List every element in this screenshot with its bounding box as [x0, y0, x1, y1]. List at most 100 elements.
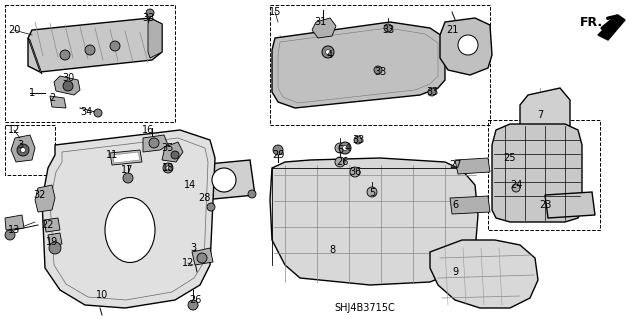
Text: 31: 31	[314, 17, 326, 27]
Circle shape	[248, 190, 256, 198]
Circle shape	[322, 46, 334, 58]
Polygon shape	[110, 150, 142, 165]
Text: 16: 16	[142, 125, 154, 135]
Text: 3: 3	[190, 243, 196, 253]
Circle shape	[212, 168, 236, 192]
Text: 33: 33	[142, 13, 154, 23]
Circle shape	[20, 147, 26, 152]
Polygon shape	[35, 185, 55, 212]
Circle shape	[5, 230, 15, 240]
Text: 15: 15	[269, 7, 281, 17]
Text: 4: 4	[327, 50, 333, 60]
Circle shape	[166, 166, 170, 170]
Text: 12: 12	[182, 258, 194, 268]
Polygon shape	[455, 158, 490, 174]
Polygon shape	[28, 38, 42, 74]
Text: 8: 8	[329, 245, 335, 255]
Text: 35: 35	[161, 143, 173, 153]
Text: 4: 4	[345, 143, 351, 153]
Polygon shape	[5, 215, 24, 230]
Text: 27: 27	[449, 160, 461, 170]
Circle shape	[60, 50, 70, 60]
Circle shape	[350, 167, 360, 177]
Text: 21: 21	[446, 25, 458, 35]
Circle shape	[326, 49, 330, 55]
Text: 32: 32	[34, 190, 46, 200]
Text: 9: 9	[452, 267, 458, 277]
Polygon shape	[272, 22, 445, 108]
Text: 33: 33	[352, 135, 364, 145]
Text: 17: 17	[121, 165, 133, 175]
Circle shape	[342, 145, 348, 151]
Circle shape	[339, 142, 351, 154]
Text: 33: 33	[382, 25, 394, 35]
Polygon shape	[198, 160, 255, 200]
Text: 18: 18	[162, 163, 174, 173]
Text: 34: 34	[80, 107, 92, 117]
Circle shape	[335, 157, 345, 167]
Circle shape	[207, 203, 215, 211]
Circle shape	[374, 66, 382, 74]
Polygon shape	[492, 124, 582, 222]
Circle shape	[458, 35, 478, 55]
Polygon shape	[28, 18, 162, 72]
Circle shape	[49, 242, 61, 254]
Circle shape	[367, 187, 377, 197]
Circle shape	[163, 163, 173, 173]
Text: 36: 36	[349, 167, 361, 177]
Circle shape	[17, 144, 29, 156]
Ellipse shape	[105, 197, 155, 263]
Text: 26: 26	[189, 295, 201, 305]
Circle shape	[171, 151, 179, 159]
Text: 5: 5	[337, 145, 343, 155]
Polygon shape	[143, 135, 168, 152]
Text: 22: 22	[42, 220, 54, 230]
Polygon shape	[11, 135, 35, 162]
Text: 12: 12	[8, 125, 20, 135]
Text: 11: 11	[106, 150, 118, 160]
Text: 7: 7	[537, 110, 543, 120]
Text: 6: 6	[452, 200, 458, 210]
Circle shape	[335, 143, 345, 153]
Polygon shape	[192, 248, 213, 265]
Circle shape	[94, 109, 102, 117]
Circle shape	[384, 24, 392, 32]
Polygon shape	[113, 152, 140, 163]
Polygon shape	[450, 196, 490, 214]
Text: 25: 25	[504, 153, 516, 163]
Text: 19: 19	[46, 237, 58, 247]
Circle shape	[512, 184, 520, 192]
Polygon shape	[50, 96, 66, 108]
Text: 2: 2	[49, 93, 55, 103]
Polygon shape	[430, 240, 538, 308]
Polygon shape	[545, 192, 595, 218]
Polygon shape	[520, 88, 570, 148]
Text: 5: 5	[369, 188, 375, 198]
Text: SHJ4B3715C: SHJ4B3715C	[335, 303, 396, 313]
Text: FR.: FR.	[580, 16, 603, 28]
Circle shape	[146, 9, 154, 17]
Text: 24: 24	[510, 180, 522, 190]
Circle shape	[428, 88, 436, 96]
Circle shape	[63, 81, 73, 91]
Text: 13: 13	[8, 225, 20, 235]
Polygon shape	[148, 18, 162, 58]
Polygon shape	[42, 130, 215, 308]
Polygon shape	[440, 18, 492, 75]
Text: 28: 28	[198, 193, 210, 203]
Text: 3: 3	[17, 140, 23, 150]
Text: 14: 14	[184, 180, 196, 190]
Text: 30: 30	[62, 73, 74, 83]
Polygon shape	[270, 158, 478, 285]
Text: 23: 23	[539, 200, 551, 210]
Polygon shape	[54, 76, 80, 95]
Circle shape	[123, 173, 133, 183]
Polygon shape	[162, 142, 183, 162]
Text: 1: 1	[29, 88, 35, 98]
Circle shape	[354, 136, 362, 144]
Circle shape	[85, 45, 95, 55]
Polygon shape	[44, 218, 60, 232]
Text: 20: 20	[8, 25, 20, 35]
Polygon shape	[48, 233, 62, 246]
Circle shape	[188, 300, 198, 310]
